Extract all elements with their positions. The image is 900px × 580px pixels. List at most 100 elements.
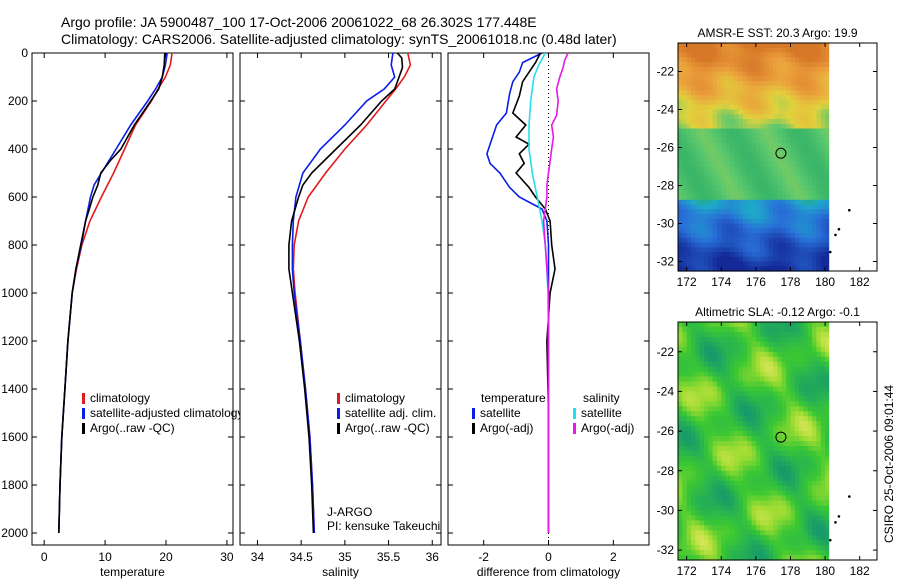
heatmap-cell	[747, 100, 753, 106]
heatmap-cell	[682, 71, 688, 77]
heatmap-cell	[773, 475, 779, 482]
heatmap-cell	[807, 171, 813, 177]
heatmap-cell	[799, 510, 804, 516]
heatmap-cell	[794, 247, 800, 253]
heatmap-cell	[794, 166, 800, 172]
heatmap-cell	[716, 460, 722, 467]
heatmap-cell	[760, 47, 766, 54]
heatmap-cell	[794, 446, 800, 452]
heatmap-cell	[716, 157, 722, 163]
heatmap-cell	[695, 391, 701, 397]
heatmap-cell	[686, 90, 692, 96]
heatmap-cell	[734, 356, 740, 363]
heatmap-cell	[760, 322, 766, 328]
heatmap-cell	[777, 209, 783, 215]
heatmap-cell	[764, 185, 770, 191]
heatmap-cell	[699, 209, 705, 215]
heatmap-cell	[825, 480, 830, 487]
heatmap-cell	[721, 515, 727, 521]
heatmap-cell	[786, 147, 792, 153]
heatmap-cell	[773, 114, 779, 120]
heatmap-cell	[781, 237, 787, 244]
heatmap-cell	[682, 495, 688, 502]
heatmap-cell	[768, 180, 774, 187]
heatmap-cell	[725, 500, 731, 507]
heatmap-cell	[699, 90, 705, 96]
heatmap-cell	[708, 421, 714, 427]
heatmap-cell	[734, 256, 740, 263]
heatmap-cell	[734, 555, 740, 561]
heatmap-cell	[678, 500, 683, 507]
heatmap-cell	[734, 176, 740, 182]
heatmap-cell	[729, 555, 735, 561]
heatmap-cell	[816, 57, 822, 63]
heatmap-cell	[820, 43, 826, 49]
heatmap-cell	[799, 142, 804, 149]
heatmap-cell	[695, 470, 701, 477]
heatmap-cell	[738, 109, 744, 115]
heatmap-cell	[764, 495, 770, 502]
heatmap-cell	[799, 490, 804, 497]
heatmap-cell	[721, 176, 727, 182]
heatmap-cell	[712, 104, 718, 111]
heatmap-cell	[790, 520, 796, 526]
heatmap-cell	[747, 81, 753, 87]
heatmap-cell	[825, 336, 830, 343]
heatmap-cell	[678, 119, 683, 125]
heatmap-cell	[816, 450, 822, 457]
heatmap-cell	[790, 57, 796, 63]
panel-salinity: 34 34.5 35 35.5 36salinityclimatologysatelli…	[239, 52, 442, 579]
heatmap-cell	[799, 52, 804, 58]
heatmap-cell	[742, 180, 748, 187]
heatmap-cell	[725, 495, 731, 502]
heatmap-cell	[742, 176, 748, 182]
sla_map-xtick-label: 182	[850, 564, 870, 578]
heatmap-cell	[816, 530, 822, 536]
heatmap-cell	[812, 406, 817, 412]
heatmap-cell	[794, 138, 800, 144]
depth-tick-label: 600	[8, 190, 28, 204]
heatmap-cell	[816, 545, 822, 551]
heatmap-cell	[807, 114, 813, 120]
heatmap-cell	[747, 555, 753, 561]
heatmap-cell	[712, 341, 718, 348]
heatmap-cell	[708, 190, 714, 196]
heatmap-cell	[807, 176, 813, 182]
heatmap-cell	[738, 95, 744, 101]
heatmap-cell	[691, 204, 696, 210]
heatmap-cell	[764, 157, 770, 163]
heatmap-cell	[682, 322, 688, 328]
heatmap-cell	[721, 261, 727, 267]
heatmap-cell	[721, 530, 727, 536]
heatmap-cell	[764, 237, 770, 244]
heatmap-cell	[760, 515, 766, 521]
heatmap-cell	[742, 520, 748, 526]
heatmap-cell	[695, 495, 701, 502]
heatmap-cell	[825, 396, 830, 402]
heatmap-cell	[699, 81, 705, 87]
heatmap-cell	[755, 237, 761, 244]
heatmap-cell	[773, 85, 779, 92]
heatmap-cell	[820, 171, 826, 177]
heatmap-cell	[751, 327, 757, 333]
heatmap-cell	[729, 176, 735, 182]
heatmap-cell	[678, 47, 683, 54]
heatmap-cell	[686, 446, 692, 452]
heatmap-cell	[781, 90, 787, 96]
heatmap-cell	[781, 475, 787, 482]
heatmap-cell	[742, 381, 748, 388]
heatmap-cell	[820, 426, 826, 432]
heatmap-cell	[742, 540, 748, 546]
heatmap-cell	[699, 204, 705, 210]
heatmap-cell	[790, 237, 796, 244]
heatmap-cell	[699, 237, 705, 244]
heatmap-cell	[816, 90, 822, 96]
heatmap-cell	[790, 416, 796, 422]
sla_map-ytick-label: -32	[657, 543, 675, 557]
heatmap-cell	[807, 190, 813, 196]
heatmap-cell	[708, 426, 714, 432]
heatmap-cell	[816, 520, 822, 526]
heatmap-cell	[716, 85, 722, 92]
heatmap-cell	[807, 500, 813, 507]
heatmap-cell	[699, 180, 705, 187]
